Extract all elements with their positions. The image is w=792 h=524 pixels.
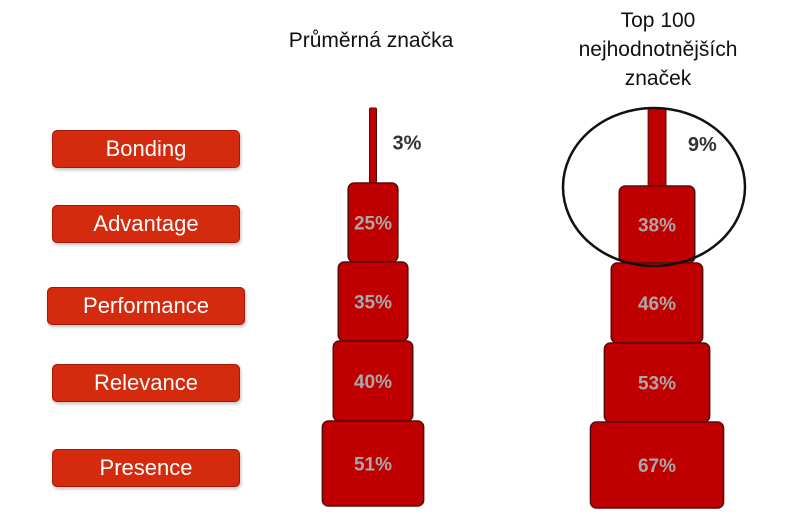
value-label-s2-advantage: 38% [638, 216, 676, 237]
category-label-presence: Presence [52, 449, 240, 487]
column-title-2: Top 100 nejhodnotnějších značek [538, 6, 778, 93]
value-label-s2-presence: 67% [638, 456, 676, 477]
value-label-s1-presence: 51% [354, 455, 392, 476]
value-label-s1-relevance: 40% [354, 372, 392, 393]
column-title-2-line-3: značek [624, 67, 692, 90]
value-label-s1-performance: 35% [354, 293, 392, 314]
bar-s1-presence [321, 420, 425, 507]
bar-s1-bonding [369, 107, 377, 184]
column-title-1-line-1: Průměrná značka [288, 29, 454, 52]
column-title-2-line-2: nejhodnotnějších [578, 38, 738, 61]
highlight-circle [561, 106, 747, 268]
value-label-s2-relevance: 53% [638, 374, 676, 395]
value-label-s2-performance: 46% [638, 294, 676, 315]
column-title-1: Průměrná značka [251, 26, 491, 55]
category-label-bonding: Bonding [52, 130, 240, 168]
category-label-performance: Performance [47, 287, 245, 325]
value-label-s2-bonding: 9% [688, 134, 717, 156]
value-label-s1-advantage: 25% [354, 214, 392, 235]
bar-s2-bonding [647, 107, 667, 187]
category-label-relevance: Relevance [52, 364, 240, 402]
value-label-s1-bonding: 3% [393, 133, 422, 155]
bar-s2-presence [589, 421, 725, 509]
column-title-2-line-1: Top 100 [620, 9, 696, 32]
category-label-advantage: Advantage [52, 205, 240, 243]
